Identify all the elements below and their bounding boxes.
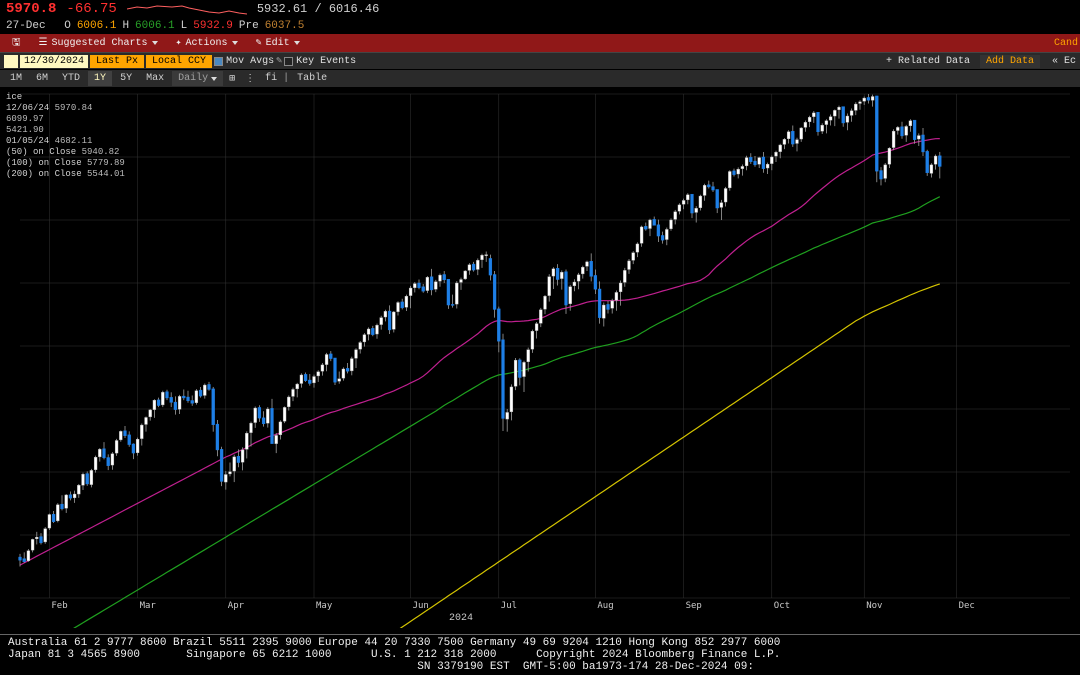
freq-dropdown[interactable]: Daily bbox=[172, 71, 223, 86]
svg-text:May: May bbox=[316, 601, 333, 611]
period-tabs: 1M6MYTD1Y5YMax Daily ⊞ ⋮ fi | Table bbox=[0, 70, 1080, 88]
svg-text:Sep: Sep bbox=[686, 601, 702, 611]
last-px-button[interactable]: Last Px bbox=[90, 55, 144, 68]
period-tab-6m[interactable]: 6M bbox=[30, 71, 54, 86]
period-tab-1m[interactable]: 1M bbox=[4, 71, 28, 86]
svg-text:Mar: Mar bbox=[140, 601, 157, 611]
chart-area[interactable]: Feb Mar Apr May Jun Jul Aug Sep Oct Nov Dec 2024 bbox=[0, 88, 1080, 628]
sparkline bbox=[127, 2, 247, 16]
date-from-input[interactable] bbox=[4, 55, 18, 68]
day-range: 5932.61 / 6016.46 bbox=[257, 2, 379, 16]
svg-text:Nov: Nov bbox=[866, 601, 882, 611]
fib-icon[interactable]: fi bbox=[261, 71, 281, 86]
price-change: -66.75 bbox=[66, 1, 116, 17]
svg-text:Oct: Oct bbox=[774, 601, 790, 611]
local-ccy-button[interactable]: Local CCY bbox=[146, 55, 212, 68]
period-tab-1y[interactable]: 1Y bbox=[88, 71, 112, 86]
mov-avgs-toggle[interactable]: Mov Avgs bbox=[214, 56, 274, 67]
svg-text:Feb: Feb bbox=[51, 601, 67, 611]
chart-type-icon[interactable]: ⊞ bbox=[225, 71, 239, 87]
cand-label[interactable]: Cand bbox=[1054, 38, 1078, 49]
ohlc-high: 6006.1 bbox=[135, 20, 175, 32]
svg-text:Jul: Jul bbox=[501, 601, 517, 611]
key-events-toggle[interactable]: Key Events bbox=[284, 56, 356, 67]
svg-text:Jun: Jun bbox=[413, 601, 429, 611]
ohlc-row: 27-Dec O 6006.1 H 6006.1 L 5932.9 Pre 60… bbox=[0, 18, 1080, 34]
suggested-charts-button[interactable]: ☰Suggested Charts bbox=[31, 35, 166, 51]
quote-row: 5970.8 -66.75 5932.61 / 6016.46 bbox=[0, 0, 1080, 18]
last-price: 5970.8 bbox=[6, 1, 56, 17]
date-to-input[interactable]: 12/30/2024 bbox=[20, 55, 88, 68]
study-icon[interactable]: ⋮ bbox=[241, 71, 259, 87]
svg-text:Aug: Aug bbox=[597, 601, 613, 611]
ohlc-low: 5932.9 bbox=[193, 20, 233, 32]
trade-date: 27-Dec bbox=[6, 20, 46, 32]
save-tool-icon[interactable]: 🖫 bbox=[4, 33, 29, 54]
toolbar-red: 🖫 ☰Suggested Charts ✦Actions ✎Edit Cand bbox=[0, 34, 1080, 52]
actions-button[interactable]: ✦Actions bbox=[168, 35, 246, 51]
period-tab-5y[interactable]: 5Y bbox=[114, 71, 138, 86]
svg-text:2024: 2024 bbox=[449, 613, 473, 624]
svg-text:Dec: Dec bbox=[959, 601, 975, 611]
terminal-footer: Australia 61 2 9777 8600 Brazil 5511 239… bbox=[0, 634, 1080, 675]
ohlc-pre: 6037.5 bbox=[265, 20, 305, 32]
edit-button[interactable]: ✎Edit bbox=[248, 35, 308, 51]
toolbar-grey: 12/30/2024 Last Px Local CCY Mov Avgs ✎ … bbox=[0, 52, 1080, 70]
add-data-button[interactable]: Add Data bbox=[980, 55, 1040, 68]
svg-text:Apr: Apr bbox=[228, 601, 245, 611]
ohlc-open: 6006.1 bbox=[77, 20, 117, 32]
chevron-down-icon bbox=[152, 41, 158, 45]
period-tab-ytd[interactable]: YTD bbox=[56, 71, 86, 86]
related-data-button[interactable]: + Related Data bbox=[886, 56, 970, 67]
price-chart[interactable]: Feb Mar Apr May Jun Jul Aug Sep Oct Nov Dec 2024 bbox=[0, 88, 1080, 628]
period-tab-max[interactable]: Max bbox=[140, 71, 170, 86]
tools-right[interactable]: « Ec bbox=[1052, 56, 1076, 67]
table-button[interactable]: Table bbox=[291, 71, 333, 86]
